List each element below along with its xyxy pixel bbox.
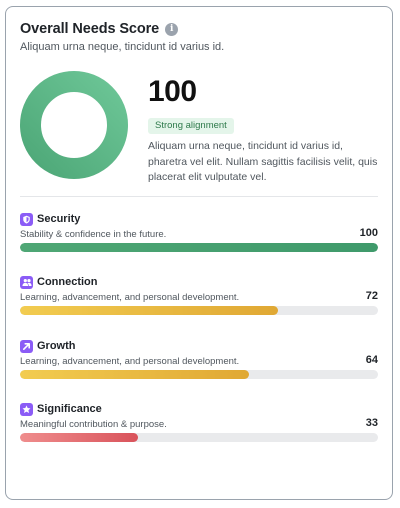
info-icon[interactable]: i [165,22,179,36]
metric-value: 33 [365,417,378,429]
summary-description: Aliquam urna neque, tincidunt id varius … [148,140,378,183]
progress-fill [20,370,250,379]
metric-value: 72 [365,290,378,302]
metric-description: Meaningful contribution & purpose. [20,419,167,430]
score-donut [20,71,128,179]
progress-fill [20,433,139,442]
arrow-up-right-icon [20,339,33,353]
card-title: Overall Needs Score [20,21,160,37]
metric-label: Growth [37,340,76,352]
progress-fill [20,306,278,315]
progress-fill [20,243,378,252]
metric-value: 100 [359,227,378,239]
card-header: Overall Needs Score i [20,21,179,37]
overall-score: 100 [148,75,197,108]
divider [20,196,378,197]
metric-label: Security [37,213,81,225]
metric-label: Significance [37,403,102,415]
progress-track [20,243,378,252]
metric-description: Learning, advancement, and personal deve… [20,292,240,303]
metric-value: 64 [365,354,378,366]
progress-track [20,433,378,442]
people-icon [20,275,33,289]
metric-growth: Growth Learning, advancement, and person… [20,339,378,395]
metric-significance: Significance Meaningful contribution & p… [20,402,378,458]
alignment-badge: Strong alignment [148,118,234,134]
metric-description: Learning, advancement, and personal deve… [20,356,240,367]
metric-security: Security Stability & confidence in the f… [20,212,378,268]
metric-description: Stability & confidence in the future. [20,229,167,240]
metric-connection: Connection Learning, advancement, and pe… [20,275,378,331]
shield-icon [20,212,33,226]
metric-label: Connection [37,276,98,288]
needs-score-card: Overall Needs Score i Aliquam urna neque… [5,6,393,500]
donut-arc [20,71,128,179]
star-icon [20,402,33,416]
progress-track [20,306,378,315]
progress-track [20,370,378,379]
card-subtitle: Aliquam urna neque, tincidunt id varius … [20,41,225,53]
